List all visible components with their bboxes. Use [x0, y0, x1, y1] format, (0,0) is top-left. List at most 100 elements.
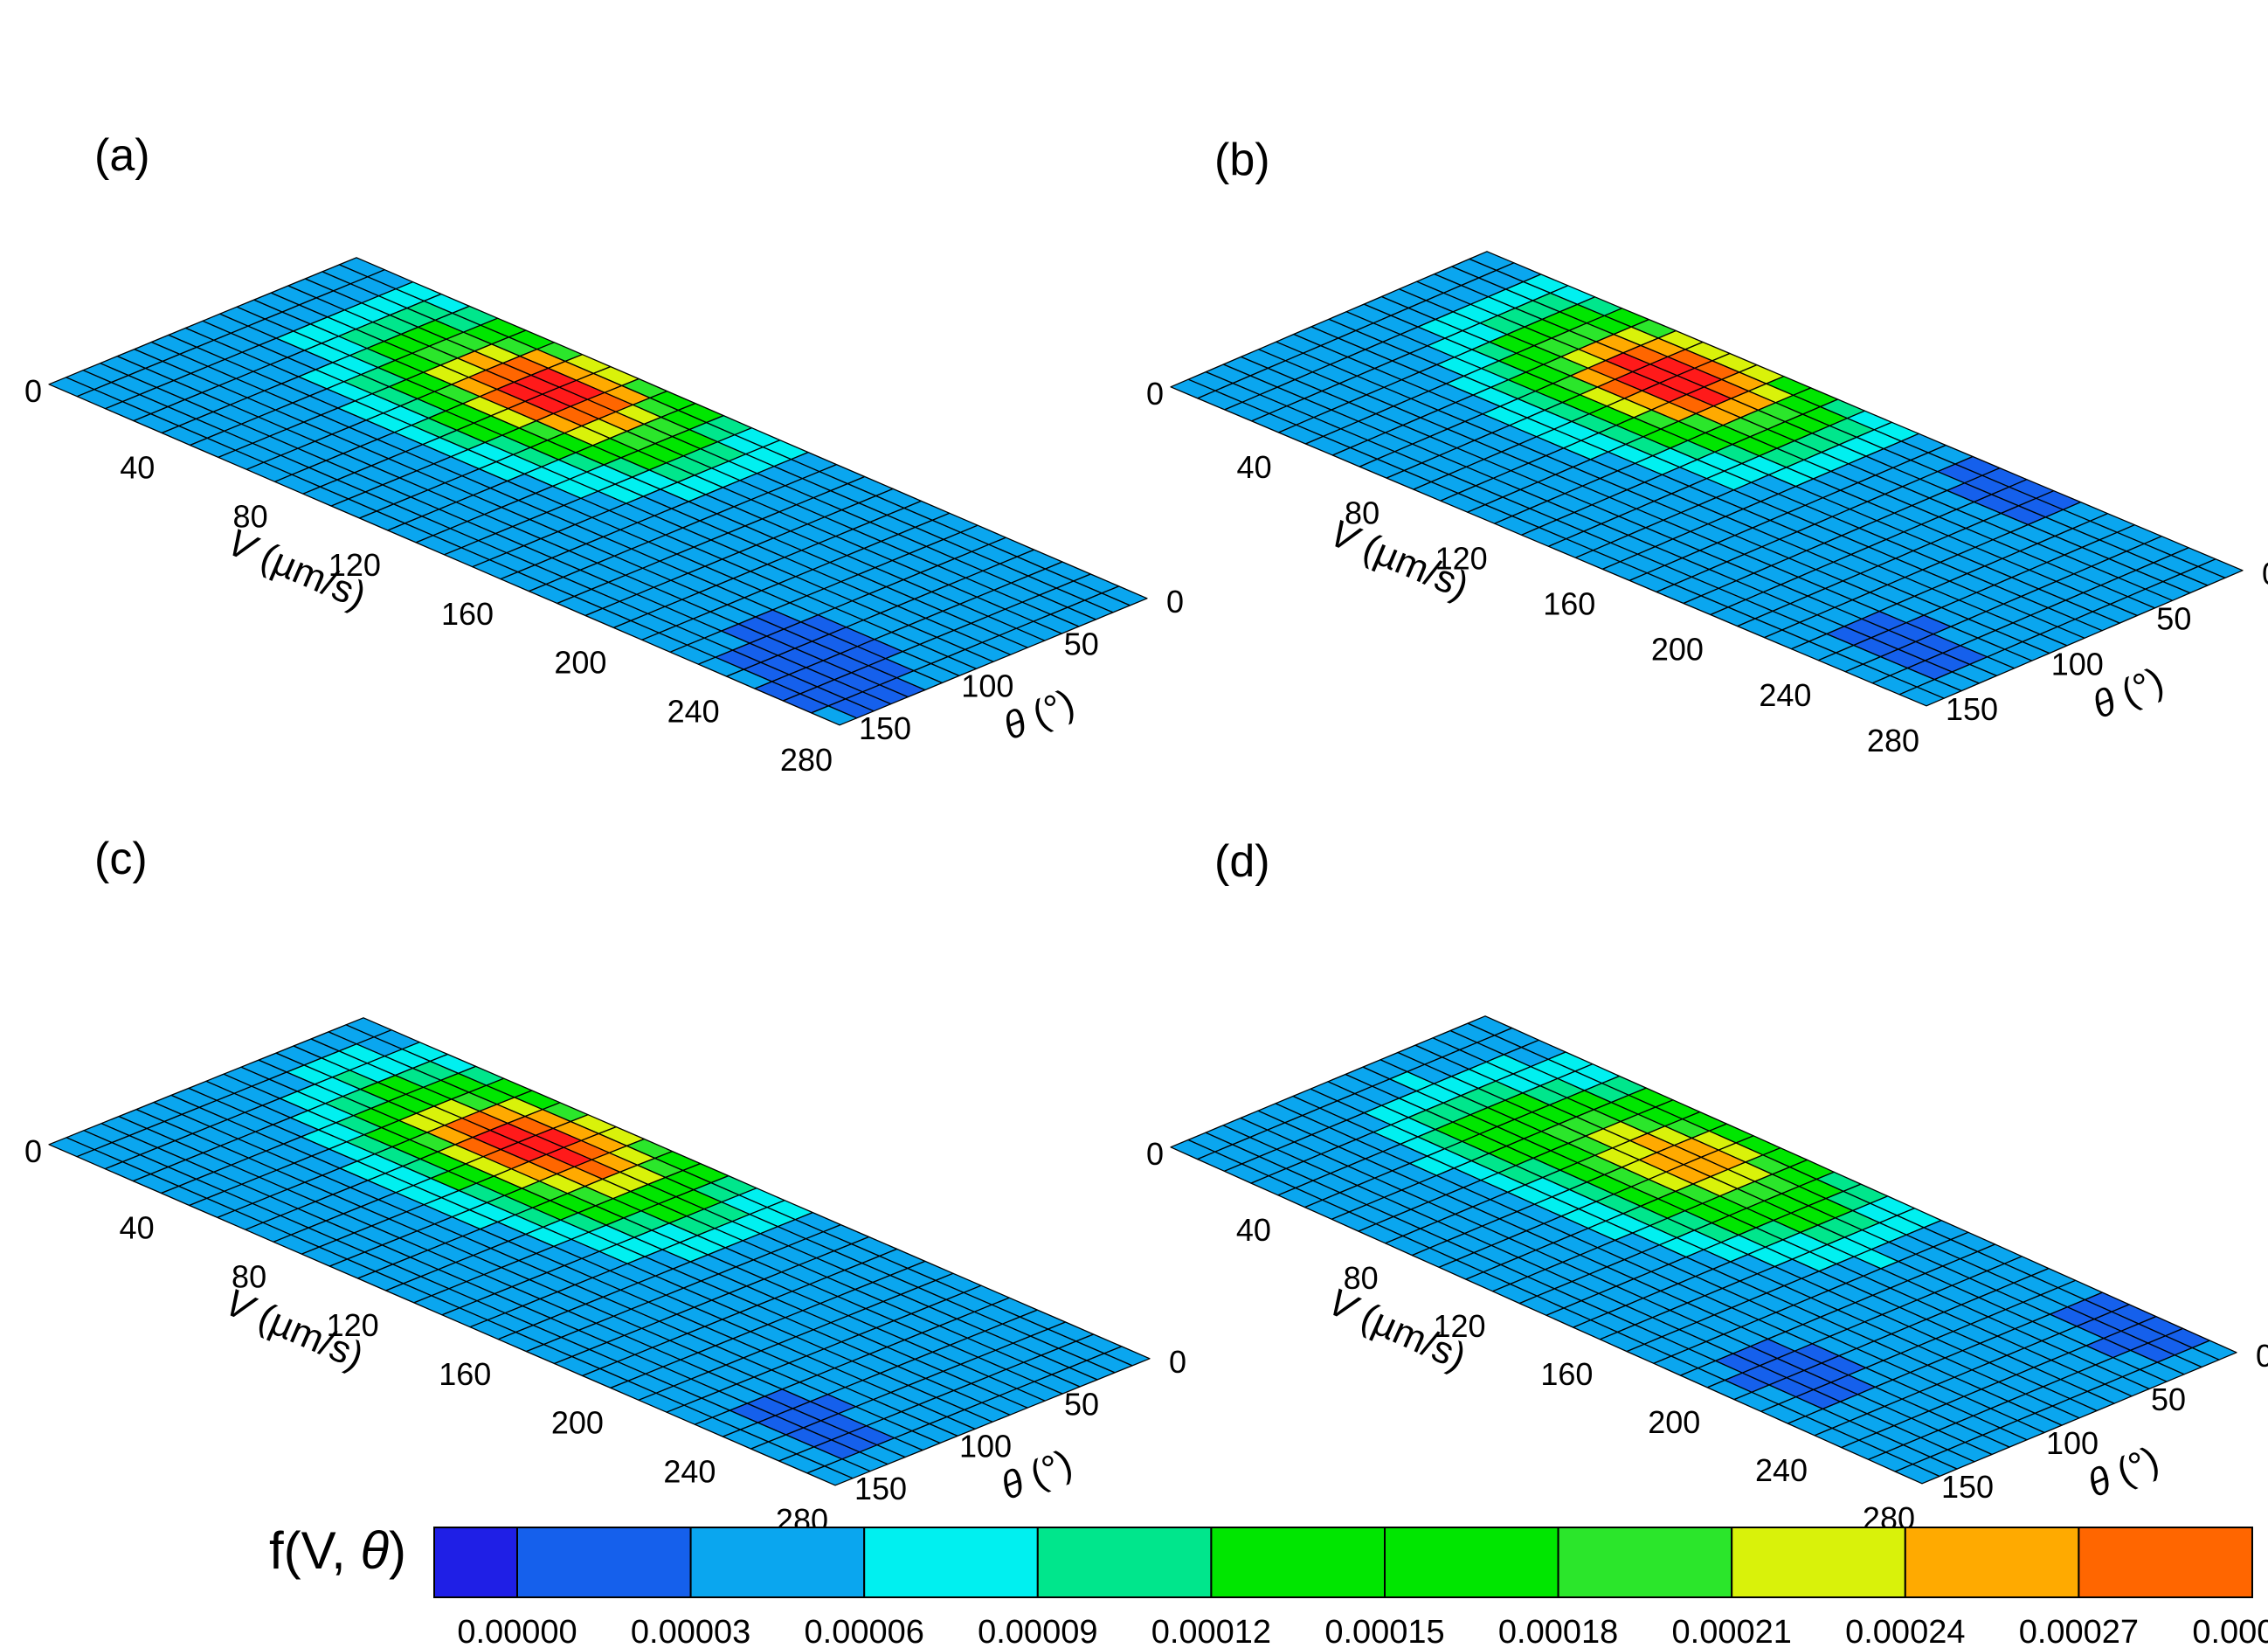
panel-label: (b) — [1214, 135, 1270, 185]
colorbar-swatch — [1210, 1527, 1386, 1598]
theta-tick-label: 150 — [1941, 1469, 1994, 1505]
colorbar-label-theta: θ — [360, 1521, 389, 1580]
v-axis-title-unit: (µm/s) — [1345, 1291, 1472, 1379]
colorbar-tick-label: 0.00021 — [1672, 1614, 1792, 1648]
v-tick-label: 80 — [232, 1258, 266, 1294]
surface-cell — [1894, 1464, 1940, 1485]
surface-cell — [806, 1465, 854, 1486]
v-axis-title: V (µm/s) — [1322, 1280, 1473, 1379]
colorbar-ticks: 0.00000 0.00003 0.00006 0.00009 0.00012 0.000… — [457, 1614, 2268, 1648]
v-tick-label: 160 — [441, 596, 494, 632]
v-axis-title-unit: (µm/s) — [242, 1291, 370, 1378]
panel-label: (d) — [1214, 836, 1270, 887]
surface-cell — [811, 705, 858, 726]
v-tick-label: 0 — [24, 373, 42, 409]
surface-cell — [1898, 686, 1945, 707]
theta-tick-label: 150 — [859, 710, 911, 746]
v-tick-label: 80 — [1345, 495, 1379, 530]
theta-tick-label: 0 — [2256, 1338, 2268, 1374]
panel-label: (a) — [94, 130, 150, 181]
theta-tick-label: 100 — [959, 1429, 1012, 1465]
panel-label: (c) — [94, 834, 148, 884]
theta-tick-label: 150 — [854, 1471, 907, 1506]
colorbar-tick-label: 0.00015 — [1324, 1614, 1444, 1648]
v-tick-label: 200 — [1651, 632, 1704, 668]
v-tick-label: 240 — [663, 1453, 716, 1489]
v-tick-label: 120 — [1434, 1308, 1486, 1344]
theta-tick-label: 0 — [1169, 1344, 1186, 1380]
surface-1 — [48, 257, 1148, 726]
v-tick-label: 0 — [24, 1133, 42, 1169]
v-tick-label: 0 — [1146, 376, 1164, 412]
v-tick-label: 0 — [1146, 1136, 1164, 1172]
v-tick-label: 80 — [233, 498, 268, 534]
colorbar-tick-label: 0.00018 — [1498, 1614, 1618, 1648]
v-axis-title: V (µm/s) — [221, 521, 372, 618]
panel-2: (b) 0 40 80 120 160 200 240 280 V (µm/s) 0 50 100 150… — [1146, 135, 2268, 758]
v-tick-label: 40 — [120, 1210, 155, 1246]
v-tick-label: 200 — [1648, 1404, 1700, 1440]
colorbar-swatch — [433, 1527, 518, 1598]
v-tick-label: 160 — [1540, 1356, 1593, 1392]
colorbar: f(V, θ) 0.00000 0.00003 0.00006 0.00009 0.00… — [269, 1521, 2268, 1648]
theta-tick-label: 100 — [2046, 1425, 2099, 1461]
v-tick-label: 40 — [120, 450, 155, 486]
colorbar-tick-label: 0.00027 — [2019, 1614, 2139, 1648]
v-tick-label: 40 — [1237, 449, 1272, 485]
colorbar-label-suffix: ) — [389, 1521, 406, 1580]
colorbar-tick-label: 0.00003 — [631, 1614, 750, 1648]
colorbar-tick-label: 0.00006 — [805, 1614, 924, 1648]
v-tick-label: 120 — [328, 547, 381, 583]
colorbar-label: f(V, θ) — [269, 1521, 406, 1580]
v-tick-label: 280 — [1867, 723, 1919, 758]
v-tick-label: 120 — [1435, 540, 1488, 576]
theta-tick-label: 50 — [1064, 626, 1099, 661]
colorbar-tick-label: 0.00009 — [978, 1614, 1097, 1648]
colorbar-swatch — [863, 1527, 1039, 1598]
v-tick-label: 200 — [551, 1405, 604, 1441]
colorbar-swatch — [1557, 1527, 1733, 1598]
colorbar-swatch — [1384, 1527, 1559, 1598]
v-tick-label: 120 — [327, 1307, 379, 1343]
v-tick-label: 240 — [1759, 677, 1811, 713]
colorbar-swatch — [689, 1527, 866, 1598]
colorbar-tick-label: 0.00024 — [1845, 1614, 1965, 1648]
v-tick-label: 40 — [1236, 1212, 1271, 1248]
colorbar-swatch — [2078, 1527, 2253, 1598]
colorbar-tick-label: 0.00000 — [457, 1614, 577, 1648]
v-axis-title-unit: (µm/s) — [245, 530, 372, 617]
v-axis-title: V (µm/s) — [218, 1281, 370, 1378]
theta-tick-label: 50 — [2156, 601, 2191, 637]
colorbar-swatch — [1731, 1527, 1906, 1598]
theta-tick-label: 100 — [961, 668, 1013, 704]
theta-tick-label: 0 — [2262, 556, 2268, 592]
surface-4 — [1170, 1015, 2237, 1485]
theta-tick-label: 150 — [1946, 691, 1998, 727]
colorbar-swatch — [1036, 1527, 1213, 1598]
theta-tick-label: 50 — [2151, 1381, 2186, 1417]
surface-2 — [1170, 251, 2244, 707]
theta-tick-label: 50 — [1064, 1386, 1099, 1422]
v-tick-label: 240 — [667, 693, 720, 729]
theta-tick-label: 100 — [2051, 646, 2104, 682]
surface-3 — [48, 1017, 1151, 1486]
colorbar-swatch — [1904, 1527, 2080, 1598]
panel-1: (a) 0 40 80 120 160 200 240 280 V (µm/s) 0 50 100 150… — [24, 130, 1184, 778]
v-tick-label: 160 — [439, 1356, 491, 1392]
colorbar-boxes — [433, 1527, 2253, 1598]
v-axis-title-unit: (µm/s) — [1347, 522, 1475, 608]
v-tick-label: 80 — [1344, 1260, 1379, 1296]
theta-tick-label: 0 — [1166, 584, 1184, 620]
v-axis-title: V (µm/s) — [1324, 511, 1475, 607]
v-tick-label: 200 — [554, 645, 606, 681]
colorbar-swatch — [516, 1527, 692, 1598]
colorbar-tick-label: 0.00012 — [1151, 1614, 1271, 1648]
v-tick-label: 280 — [780, 742, 833, 778]
v-tick-label: 240 — [1755, 1452, 1808, 1488]
colorbar-label-prefix: f(V, — [269, 1521, 361, 1580]
v-tick-label: 160 — [1543, 586, 1595, 622]
